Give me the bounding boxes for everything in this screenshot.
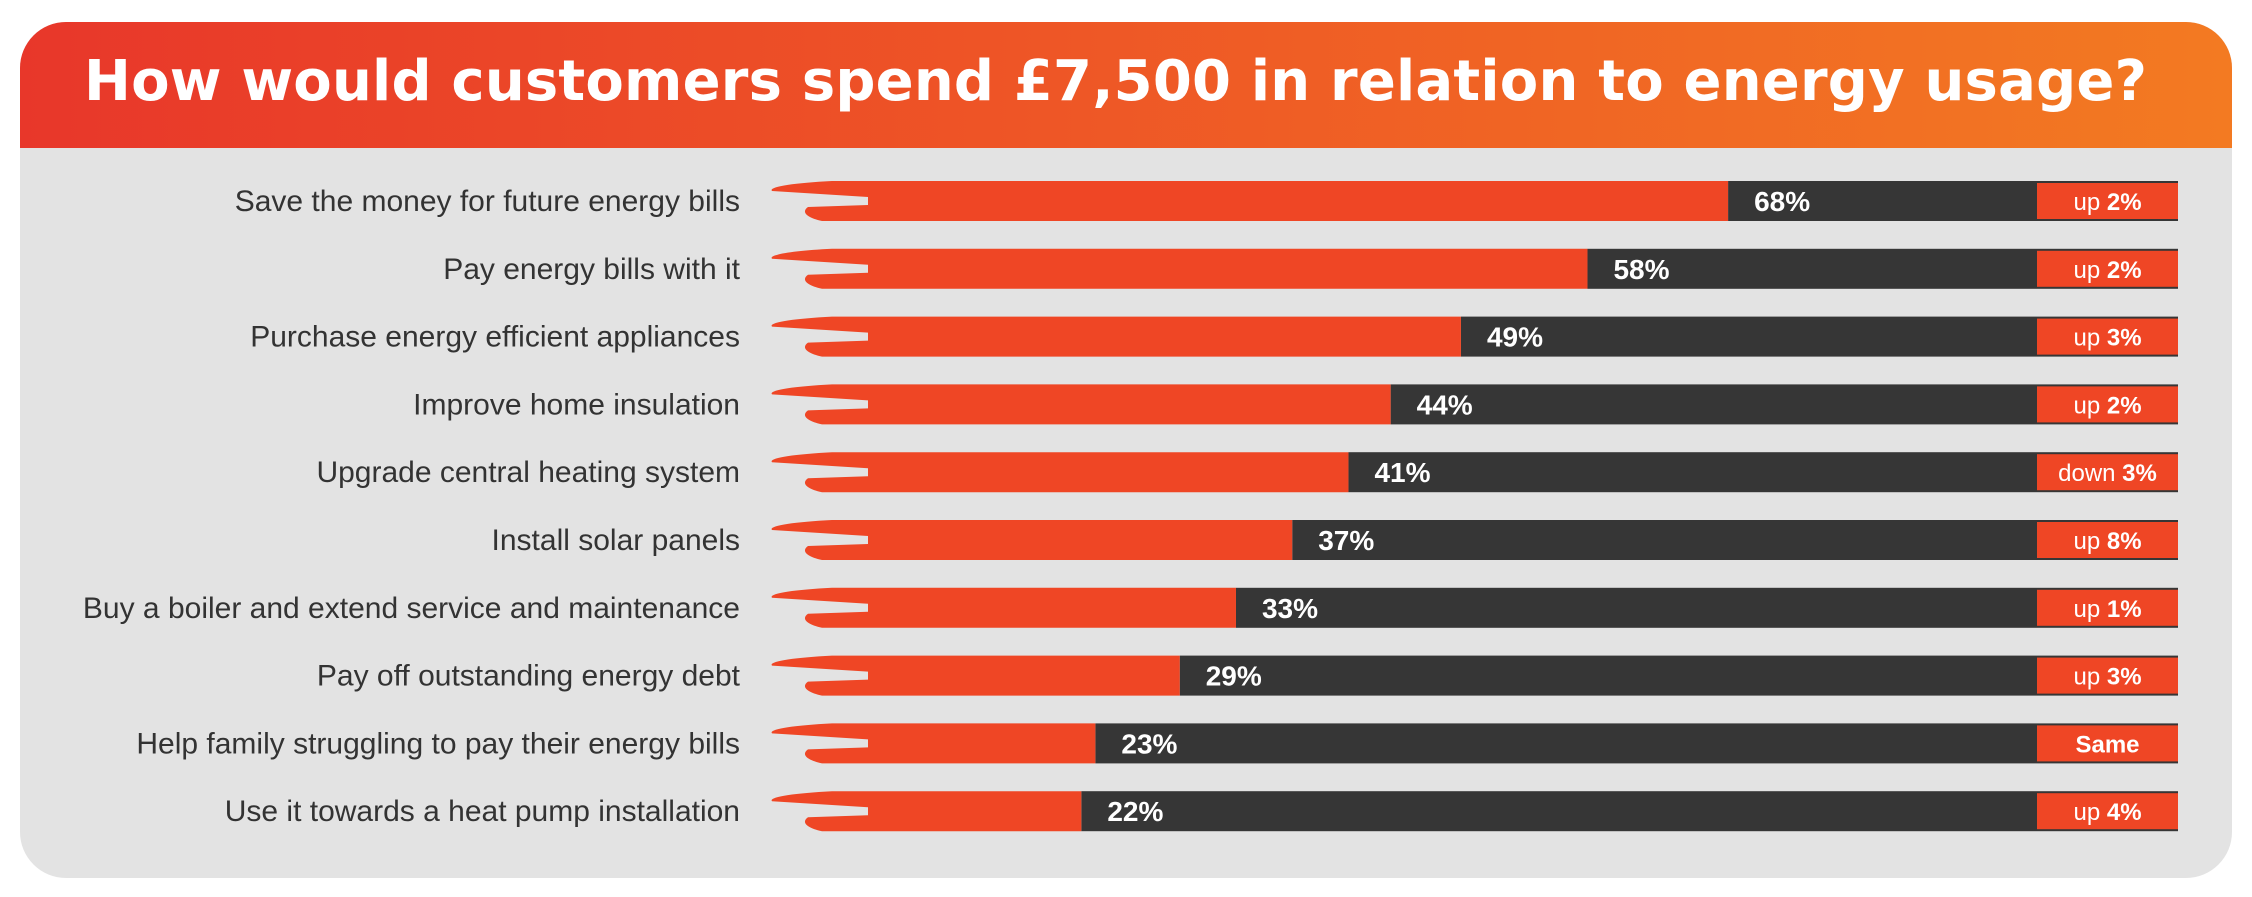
value-label: 37% — [1318, 525, 1374, 556]
remainder-bar — [1179, 655, 2178, 696]
value-bar — [771, 452, 1349, 493]
value-bar — [771, 791, 1082, 832]
remainder-bar — [1235, 587, 2178, 628]
value-label: 58% — [1613, 254, 1669, 285]
remainder-bar — [1081, 791, 2178, 832]
category-label: Install solar panels — [492, 524, 740, 557]
value-label: 22% — [1107, 796, 1163, 827]
change-badge — [2037, 657, 2178, 694]
change-direction: up — [2073, 189, 2106, 216]
value-bar — [771, 655, 1180, 696]
value-bar — [771, 723, 1096, 764]
category-label: Improve home insulation — [413, 388, 740, 421]
category-label: Help family struggling to pay their ener… — [136, 727, 740, 760]
change-label: up 2% — [2073, 257, 2141, 284]
value-label: 44% — [1417, 389, 1473, 420]
change-direction: up — [2073, 799, 2106, 826]
value-bar — [771, 181, 1729, 221]
value-bar — [771, 520, 1293, 560]
change-direction: up — [2073, 596, 2106, 623]
change-direction: down — [2058, 460, 2122, 487]
change-amount: 3% — [2107, 325, 2142, 352]
change-amount: 2% — [2107, 189, 2142, 216]
change-badge — [2037, 725, 2178, 762]
change-direction: up — [2073, 664, 2106, 691]
change-direction: up — [2073, 257, 2106, 284]
change-badge — [2037, 318, 2178, 355]
chart-title: How would customers spend £7,500 in rela… — [84, 49, 2148, 114]
change-label: up 4% — [2073, 799, 2141, 826]
change-amount: 8% — [2107, 528, 2142, 555]
change-badge — [2037, 250, 2178, 287]
category-label: Purchase energy efficient appliances — [250, 321, 740, 354]
change-direction: up — [2073, 392, 2106, 419]
change-amount: 4% — [2107, 799, 2142, 826]
value-label: 41% — [1374, 457, 1430, 488]
category-label: Pay energy bills with it — [443, 253, 740, 286]
category-label: Use it towards a heat pump installation — [225, 795, 740, 828]
change-direction: up — [2073, 325, 2106, 352]
value-bar — [771, 316, 1461, 357]
value-bar — [771, 384, 1391, 425]
change-label: Same — [2075, 731, 2139, 758]
value-bar — [771, 248, 1588, 289]
category-label: Upgrade central heating system — [316, 456, 740, 489]
change-amount: Same — [2075, 731, 2139, 758]
change-badge — [2037, 386, 2178, 423]
change-amount: 1% — [2107, 596, 2142, 623]
change-label: up 2% — [2073, 392, 2141, 419]
change-badge — [2037, 183, 2178, 219]
change-label: up 1% — [2073, 596, 2141, 623]
change-badge — [2037, 454, 2178, 491]
remainder-bar — [1292, 520, 2178, 560]
category-label: Buy a boiler and extend service and main… — [83, 592, 740, 625]
change-direction: up — [2073, 528, 2106, 555]
change-amount: 3% — [2107, 664, 2142, 691]
change-amount: 2% — [2107, 392, 2142, 419]
value-label: 49% — [1487, 322, 1543, 353]
change-label: up 3% — [2073, 325, 2141, 352]
change-amount: 3% — [2122, 460, 2157, 487]
value-label: 23% — [1121, 728, 1177, 759]
title-banner: How would customers spend £7,500 in rela… — [20, 22, 2232, 148]
category-label: Save the money for future energy bills — [235, 185, 740, 218]
change-label: up 2% — [2073, 189, 2141, 216]
remainder-bar — [1095, 723, 2178, 764]
change-badge — [2037, 589, 2178, 626]
change-label: up 8% — [2073, 528, 2141, 555]
change-label: down 3% — [2058, 460, 2157, 487]
change-label: up 3% — [2073, 664, 2141, 691]
value-label: 68% — [1754, 186, 1810, 217]
value-label: 33% — [1262, 593, 1318, 624]
change-badge — [2037, 522, 2178, 558]
change-amount: 2% — [2107, 257, 2142, 284]
value-bar — [771, 587, 1236, 628]
category-label: Pay off outstanding energy debt — [317, 660, 741, 693]
value-label: 29% — [1206, 661, 1262, 692]
change-badge — [2037, 793, 2178, 830]
